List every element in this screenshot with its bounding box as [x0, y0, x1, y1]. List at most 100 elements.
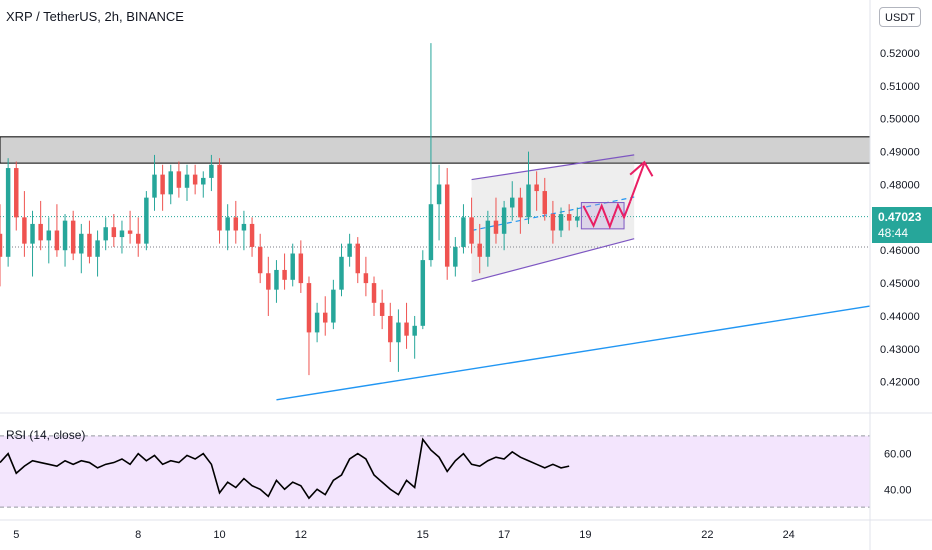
channel-lower-line[interactable] — [471, 238, 635, 283]
candle — [95, 230, 100, 277]
candle-body — [217, 164, 222, 231]
candle — [558, 207, 564, 238]
zigzag-projection[interactable] — [582, 201, 632, 230]
candle — [347, 233, 352, 267]
candle — [87, 220, 92, 264]
candle-body — [5, 168, 11, 257]
rsi-line — [0, 437, 570, 500]
candle-body — [70, 220, 76, 254]
candle — [534, 171, 539, 211]
candle — [477, 223, 482, 274]
candle — [168, 164, 173, 205]
price-tick-label: 0.45000 — [880, 278, 920, 290]
candle-body — [501, 207, 507, 234]
candle — [290, 243, 295, 287]
candle-body — [371, 283, 377, 303]
candle — [70, 210, 76, 261]
candle-body — [526, 184, 531, 218]
breakout-arrow-head[interactable] — [629, 160, 654, 177]
candle — [38, 200, 43, 251]
candle-body — [339, 256, 344, 290]
candle — [469, 197, 474, 254]
candle-body — [257, 246, 263, 274]
candle-body — [144, 197, 149, 244]
candle — [453, 237, 458, 277]
candle-body — [534, 184, 539, 192]
candle-body — [46, 230, 52, 241]
candle — [542, 177, 548, 221]
price-tick-label: 0.52000 — [880, 48, 920, 60]
candle — [201, 171, 206, 198]
time-axis[interactable]: 5 8 10 12 15 17 19 22 24 — [0, 519, 932, 541]
candle-body — [306, 283, 312, 333]
candle — [420, 250, 426, 330]
candle — [22, 191, 27, 257]
candle-body — [404, 322, 409, 336]
candle — [0, 204, 3, 287]
price-tick-label: 0.50000 — [880, 114, 920, 126]
candle — [5, 158, 11, 267]
candle — [241, 210, 247, 251]
symbol-title[interactable]: XRP / TetherUS, 2h, BINANCE — [6, 9, 184, 24]
candle — [257, 233, 263, 284]
candle-body — [444, 184, 450, 267]
candle-body — [0, 233, 3, 257]
candle-body — [22, 217, 27, 244]
candle — [176, 161, 182, 198]
ascending-trendline[interactable] — [276, 305, 871, 401]
candle — [485, 210, 491, 267]
candle-body — [184, 174, 190, 188]
candle — [233, 200, 239, 244]
candle — [526, 151, 531, 224]
candle — [388, 302, 393, 362]
candle-body — [249, 223, 255, 247]
channel-upper-line[interactable] — [471, 154, 635, 181]
candle — [436, 164, 442, 241]
time-tick-label: 8 — [135, 529, 141, 541]
candle-body — [225, 217, 230, 231]
candle — [14, 161, 19, 231]
candle — [111, 214, 117, 247]
candle-body — [87, 233, 92, 257]
candle — [355, 237, 360, 284]
time-tick-label: 17 — [498, 529, 510, 541]
candle — [322, 296, 328, 336]
candle — [566, 204, 572, 231]
breakout-arrow-shaft[interactable] — [629, 162, 646, 202]
candle — [152, 154, 157, 211]
candle-body — [233, 217, 239, 231]
candle-body — [314, 312, 320, 333]
rsi-pane: 60.00 40.00 — [0, 412, 932, 508]
currency-button[interactable]: USDT — [879, 7, 921, 27]
candle — [54, 204, 60, 257]
candle-body — [428, 204, 434, 261]
candle — [225, 204, 230, 251]
candle-body — [168, 171, 173, 195]
time-tick-label: 24 — [783, 529, 795, 541]
price-axis[interactable]: 0.52000 0.51000 0.50000 0.49000 0.48000 0.460… — [869, 0, 920, 550]
candle-body — [453, 246, 458, 267]
price-tick-label: 0.49000 — [880, 147, 920, 159]
candle-body — [38, 223, 43, 241]
candle-body — [558, 214, 564, 231]
candle — [62, 214, 68, 267]
candle — [575, 207, 580, 228]
rsi-indicator-label[interactable]: RSI (14, close) — [6, 428, 86, 442]
candle-body — [485, 220, 491, 257]
candle — [192, 164, 198, 195]
candle-body — [79, 233, 84, 254]
candle — [444, 168, 450, 280]
time-tick-label: 5 — [13, 529, 19, 541]
candle-body — [379, 302, 385, 316]
candle — [331, 279, 336, 330]
candle — [550, 200, 556, 244]
candle — [428, 43, 434, 267]
candle-body — [420, 260, 426, 326]
candle-body — [160, 174, 165, 195]
candle-body — [493, 220, 499, 234]
time-tick-label: 22 — [701, 529, 713, 541]
candle-body — [119, 230, 125, 238]
candle-body — [192, 174, 198, 185]
candle-body — [575, 216, 580, 221]
